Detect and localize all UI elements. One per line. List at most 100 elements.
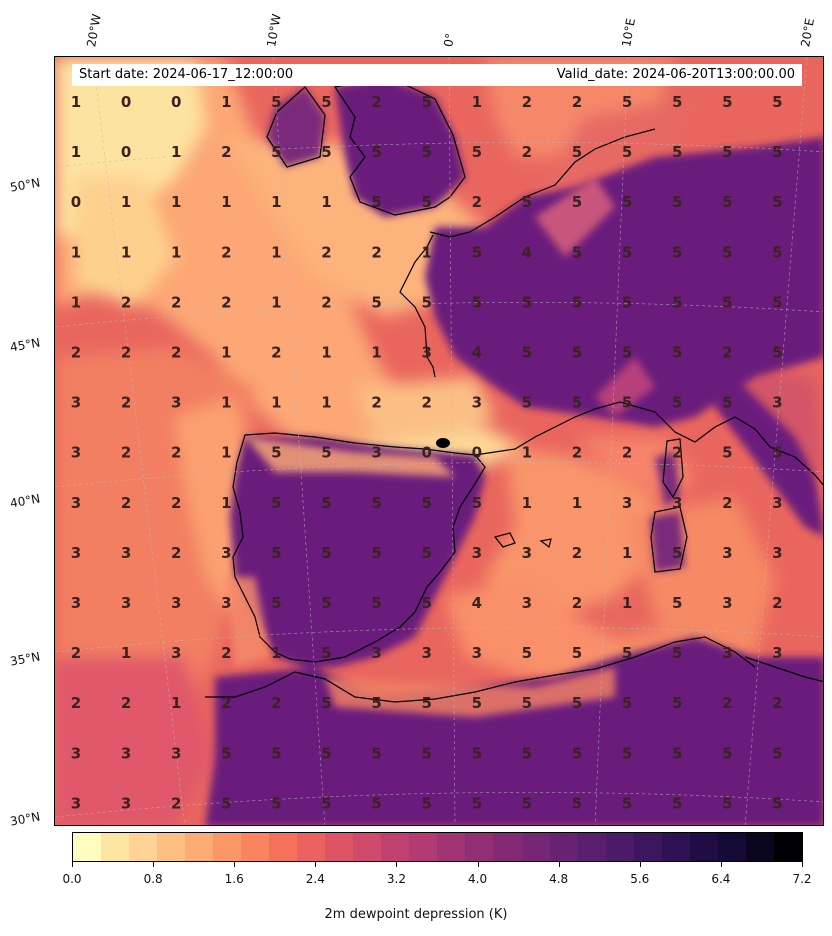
grid-value: 3 (722, 644, 732, 662)
grid-value: 5 (722, 293, 732, 311)
grid-value: 1 (121, 193, 131, 211)
grid-value: 5 (572, 794, 582, 812)
grid-value: 5 (321, 744, 331, 762)
grid-value: 5 (371, 193, 381, 211)
grid-value: 5 (722, 143, 732, 161)
grid-value: 3 (121, 794, 131, 812)
grid-value: 5 (622, 744, 632, 762)
grid-value: 1 (371, 344, 381, 362)
grid-value: 5 (722, 744, 732, 762)
grid-value: 3 (71, 594, 81, 612)
grid-value: 2 (171, 544, 181, 562)
grid-value: 2 (371, 394, 381, 412)
grid-value: 5 (421, 143, 431, 161)
map-canvas: 1 0 0 1 5 5 2 5 1 2 2 5 5 5 5 1 0 1 2 5 5 5 5 5 2 5 5 5 5 5 0 1 1 1 1 1 5 5 2 5… (55, 57, 823, 825)
grid-value: 5 (522, 344, 532, 362)
grid-value: 1 (171, 694, 181, 712)
grid-value: 5 (722, 193, 732, 211)
grid-value: 2 (321, 243, 331, 261)
colorbar-tick-mark (720, 862, 722, 867)
grid-value: 5 (572, 644, 582, 662)
colorbar (72, 832, 803, 862)
grid-value: 5 (622, 143, 632, 161)
grid-value: 5 (622, 394, 632, 412)
grid-value: 1 (321, 344, 331, 362)
grid-value: 5 (221, 744, 231, 762)
colorbar-segment (717, 833, 746, 861)
colorbar-segment (241, 833, 270, 861)
colorbar-segment (773, 833, 802, 861)
grid-value: 1 (171, 243, 181, 261)
grid-value: 3 (71, 544, 81, 562)
grid-value: 5 (321, 93, 331, 111)
grid-value: 5 (271, 544, 281, 562)
grid-value: 5 (371, 293, 381, 311)
colorbar-tick-label: 4.0 (468, 872, 488, 886)
grid-value: 3 (522, 594, 532, 612)
colorbar-tick-mark (639, 862, 641, 867)
colorbar-tick-label: 0.8 (143, 872, 163, 886)
colorbar-segment (157, 833, 186, 861)
grid-value: 3 (772, 494, 782, 512)
colorbar-segment (73, 833, 102, 861)
grid-value: 2 (171, 444, 181, 462)
grid-value: 2 (71, 694, 81, 712)
grid-value: 5 (472, 744, 482, 762)
lat-label-30n: 30°N (9, 809, 42, 829)
grid-value: 5 (772, 744, 782, 762)
lon-label-10e: 10°E (619, 17, 639, 48)
grid-value: 0 (121, 143, 131, 161)
lat-label-35n: 35°N (9, 649, 42, 669)
grid-value: 0 (472, 444, 482, 462)
grid-value: 5 (572, 694, 582, 712)
colorbar-segment (605, 833, 634, 861)
grid-value: 5 (672, 644, 682, 662)
grid-value: 2 (271, 344, 281, 362)
grid-value: 3 (472, 394, 482, 412)
grid-value: 2 (572, 594, 582, 612)
grid-value: 0 (421, 444, 431, 462)
grid-value: 1 (221, 344, 231, 362)
grid-value: 5 (421, 93, 431, 111)
grid-value: 5 (371, 794, 381, 812)
grid-value: 5 (271, 93, 281, 111)
grid-value: 3 (221, 544, 231, 562)
map-panel: 1 0 0 1 5 5 2 5 1 2 2 5 5 5 5 1 0 1 2 5 5 5 5 5 2 5 5 5 5 5 0 1 1 1 1 1 5 5 2 5… (54, 56, 824, 826)
grid-value: 3 (722, 594, 732, 612)
grid-value: 5 (472, 243, 482, 261)
start-date-label: Start date: 2024-06-17_12:00:00 (79, 67, 294, 82)
grid-value: 3 (371, 444, 381, 462)
grid-value: 1 (71, 143, 81, 161)
grid-value: 5 (622, 644, 632, 662)
grid-value: 5 (672, 694, 682, 712)
colorbar-segment (353, 833, 382, 861)
grid-value: 2 (421, 394, 431, 412)
grid-value: 1 (572, 494, 582, 512)
grid-value-labels: 1 0 0 1 5 5 2 5 1 2 2 5 5 5 5 1 0 1 2 5 5 5 5 5 2 5 5 5 5 5 0 1 1 1 1 1 5 5 2 5… (71, 93, 783, 812)
grid-value: 2 (722, 494, 732, 512)
grid-value: 2 (722, 694, 732, 712)
grid-value: 2 (572, 444, 582, 462)
grid-value: 3 (121, 544, 131, 562)
grid-value: 3 (221, 594, 231, 612)
grid-value: 3 (71, 494, 81, 512)
colorbar-segment (493, 833, 522, 861)
grid-value: 0 (71, 193, 81, 211)
grid-value: 2 (171, 344, 181, 362)
grid-value: 1 (171, 143, 181, 161)
colorbar-segment (129, 833, 158, 861)
colorbar-segment (437, 833, 466, 861)
grid-value: 5 (321, 694, 331, 712)
grid-value: 5 (572, 394, 582, 412)
grid-value: 1 (221, 494, 231, 512)
grid-value: 5 (522, 644, 532, 662)
grid-value: 2 (572, 544, 582, 562)
grid-value: 5 (321, 544, 331, 562)
grid-value: 1 (271, 644, 281, 662)
date-info-box: Start date: 2024-06-17_12:00:00 Valid_da… (72, 64, 802, 86)
grid-value: 2 (472, 193, 482, 211)
colorbar-tick-mark (153, 862, 155, 867)
colorbar-segment (745, 833, 774, 861)
grid-value: 4 (472, 344, 482, 362)
grid-value: 1 (622, 544, 632, 562)
